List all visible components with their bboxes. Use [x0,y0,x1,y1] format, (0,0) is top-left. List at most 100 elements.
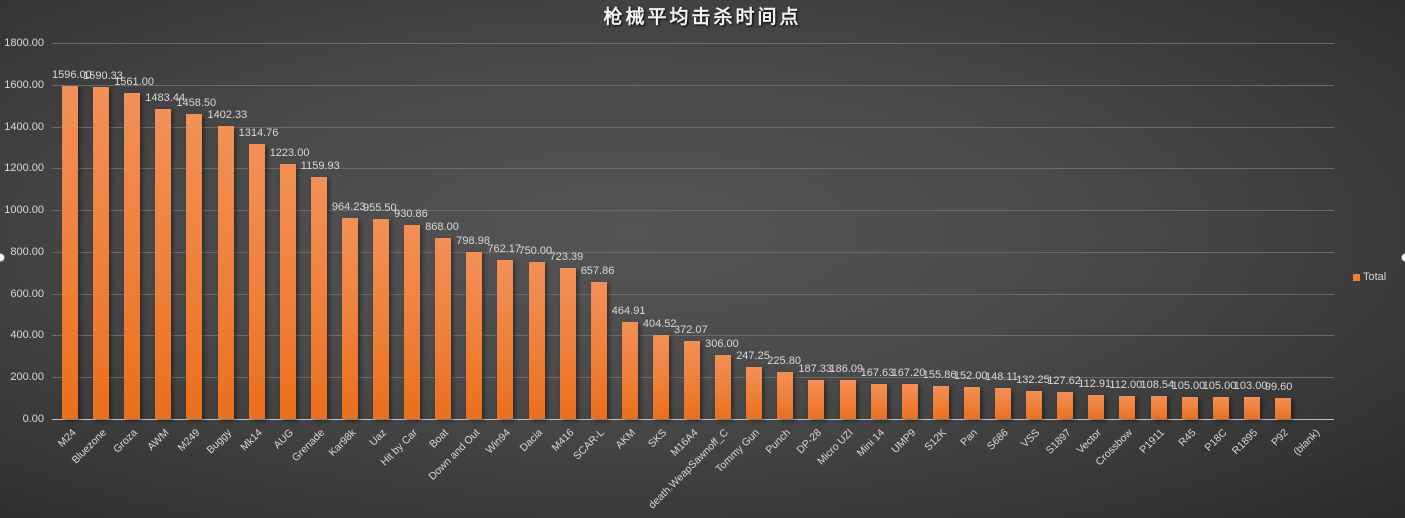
legend[interactable]: Total [1353,271,1386,283]
data-label: 464.91 [611,304,646,317]
data-label: 1596.00 [52,68,92,81]
bar[interactable] [995,388,1011,419]
chart-title: 枪械平均击杀时间点 [603,6,802,28]
data-label: 186.09 [829,363,864,376]
bar[interactable] [590,281,607,419]
bar[interactable] [901,384,918,419]
data-label: 1483.44 [145,92,186,105]
data-label: 1561.00 [114,75,154,88]
bar[interactable] [684,341,700,419]
bar[interactable] [310,176,327,419]
bar[interactable] [435,237,452,419]
y-axis-tick-label: 800.00 [10,246,44,258]
gridline [52,43,1334,44]
bar[interactable] [62,85,78,419]
bar[interactable] [466,252,483,419]
x-axis-tick-label: UMP9 [888,426,919,456]
data-label: 762.17 [487,242,522,255]
x-axis-tick-label: S1897 [1043,426,1074,457]
x-axis-tick-label: SCAR-L [570,426,607,463]
x-axis-tick-label: AUG [271,426,296,452]
data-label: 1458.50 [176,97,217,110]
bar[interactable] [1088,395,1105,419]
x-axis-tick-label: SKS [645,426,670,451]
x-axis-tick-label: (blank) [1291,426,1323,458]
data-label: 103.00 [1233,380,1268,393]
bar[interactable] [248,144,265,419]
bar[interactable] [808,379,825,419]
y-axis-tick-label: 200.00 [10,371,44,383]
bar[interactable] [404,224,421,419]
data-label: 404.52 [642,317,677,330]
legend-swatch-icon [1353,273,1360,281]
data-label: 964.23 [331,200,366,213]
bar[interactable] [1181,397,1198,419]
bar[interactable] [777,371,794,419]
bar[interactable] [1026,391,1043,419]
bar[interactable] [870,383,887,419]
resize-handle-left[interactable] [0,253,5,262]
x-axis-tick-label: Punch [763,426,794,457]
x-axis-tick-label: DP-28 [794,426,825,457]
data-label: 1314.76 [238,127,279,140]
x-axis-tick-label: Mini 14 [854,426,887,460]
data-label: 306.00 [705,338,739,351]
x-axis-tick-label: Grenade [289,426,327,465]
data-label: 1223.00 [269,146,310,159]
resize-handle-right[interactable] [1401,253,1405,262]
bar[interactable] [1057,392,1074,419]
gridline [52,335,1334,336]
gridline [52,127,1334,128]
y-axis-tick-label: 1800.00 [4,37,44,49]
bar[interactable] [124,92,141,419]
x-axis-tick-label: M416 [549,426,577,454]
y-axis-tick-label: 1200.00 [4,162,44,174]
data-label: 148.11 [985,371,1018,384]
x-axis-tick-label: Buggy [203,426,234,457]
bar[interactable] [186,114,203,419]
data-label: 187.33 [798,362,833,375]
x-axis-tick-label: AKM [613,426,638,452]
gridline [52,210,1334,211]
bar[interactable] [746,367,763,419]
data-label: 1590.33 [83,69,123,82]
bar[interactable] [559,267,576,419]
gridline [52,294,1334,295]
bar[interactable] [93,86,110,419]
data-label: 930.86 [394,207,428,220]
data-label: 167.20 [891,367,926,380]
bar[interactable] [341,217,358,419]
bar[interactable] [715,355,732,419]
legend-label: Total [1363,271,1387,283]
bar[interactable] [621,321,638,419]
bar[interactable] [217,126,234,419]
data-label: 1402.33 [207,109,248,122]
x-axis-tick-label: Groza [111,426,141,456]
bar[interactable] [1119,395,1136,419]
y-axis-tick-label: 600.00 [10,288,44,300]
bar[interactable] [1243,397,1260,419]
bar[interactable] [279,163,296,419]
x-axis-tick-label: R45 [1175,426,1199,449]
bar[interactable] [839,380,856,419]
bar[interactable] [373,219,389,419]
bar[interactable] [497,259,514,419]
x-axis-tick-label: Dacia [517,426,545,455]
bar[interactable] [155,109,172,419]
x-axis-tick-label: Kar98k [326,426,359,459]
data-label: 108.54 [1140,379,1175,392]
gridline [52,168,1334,169]
data-label: 132.25 [1016,374,1050,387]
bar[interactable] [963,387,980,419]
bar[interactable] [528,262,545,419]
bar[interactable] [932,386,949,419]
bar[interactable] [1212,397,1229,419]
y-axis-tick-label: 0.00 [22,413,44,425]
bar[interactable] [1150,396,1167,419]
x-axis-tick-label: M249 [175,426,203,454]
x-axis-tick-label: VSS [1019,426,1043,451]
bar[interactable] [652,334,669,419]
x-axis-tick-label: R1895 [1229,426,1260,458]
bar[interactable] [1274,398,1291,419]
